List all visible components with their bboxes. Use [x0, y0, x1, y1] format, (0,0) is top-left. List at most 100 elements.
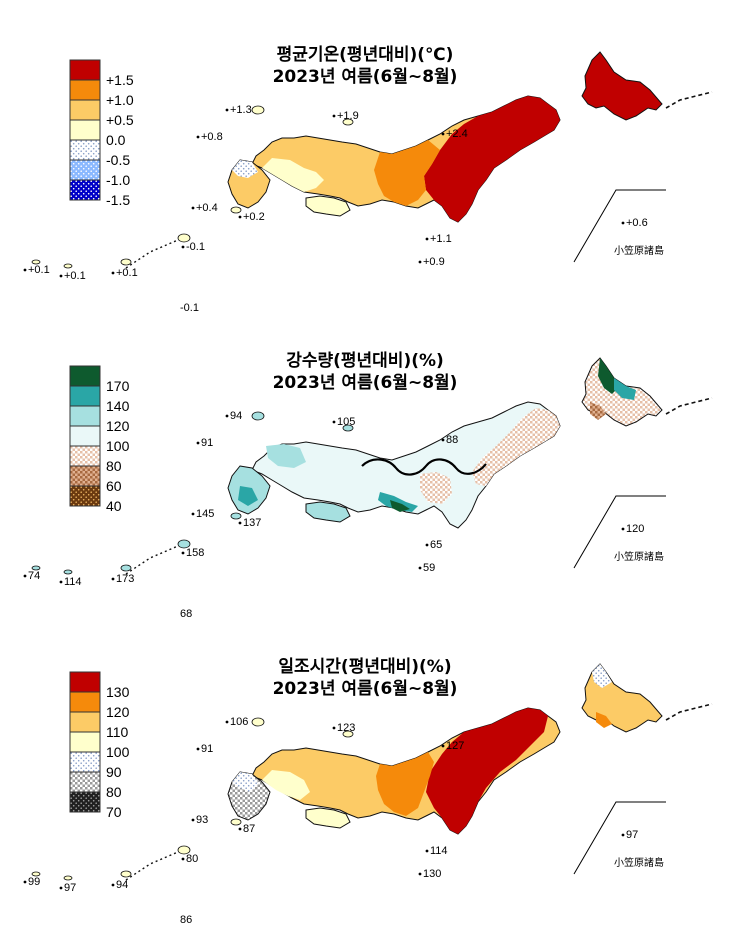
island-6 [31, 259, 41, 265]
legend-label: 140 [106, 398, 130, 414]
station-marker [181, 245, 185, 249]
hokkaido-region [581, 51, 663, 121]
station-value: 114 [430, 845, 448, 857]
station-value: 65 [430, 539, 443, 551]
station-marker [621, 221, 625, 225]
station-marker [238, 521, 242, 525]
kyushu-north-zone [232, 772, 258, 792]
hokkaido-north-zone [592, 664, 612, 688]
legend-swatches [69, 365, 101, 507]
title-line-1: 일조시간(평년대비)(%) [278, 657, 452, 677]
station-marker [191, 512, 195, 516]
station-marker [181, 551, 185, 555]
title-line-2: 2023년 여름(6월~8월) [272, 373, 458, 393]
legend-swatch [69, 751, 101, 773]
legend-label: -1.0 [106, 172, 131, 188]
station-value: 97 [626, 829, 639, 841]
station-value: 105 [337, 416, 356, 428]
island-2 [230, 512, 242, 520]
legend-label: 120 [106, 418, 130, 434]
central-honshu-zone [376, 752, 434, 816]
legend-label: +1.5 [106, 72, 134, 88]
station-marker [418, 260, 422, 264]
west-honshu-zone [262, 158, 324, 192]
legend-swatches [69, 59, 101, 201]
station-value: 158 [186, 547, 205, 559]
island-3 [177, 233, 191, 243]
central-honshu-zone [374, 140, 440, 206]
japan-map [23, 663, 713, 890]
kuril-islands [665, 397, 713, 415]
station-value: 123 [337, 722, 356, 734]
island-1 [342, 118, 354, 126]
station-value: 94 [116, 879, 129, 891]
shikoku-region [305, 195, 351, 217]
honshu-region [251, 401, 561, 529]
island-6 [31, 871, 41, 877]
bonin-islands-label: 小笠原諸島 [614, 858, 664, 869]
legend-swatch [69, 771, 101, 793]
station-marker [441, 132, 445, 136]
tohoku-zone [472, 408, 560, 486]
bonin-islands-label: 小笠原諸島 [614, 552, 664, 563]
station-value: +0.4 [196, 202, 218, 214]
hokkaido-east-zone [614, 378, 636, 400]
station-marker [621, 833, 625, 837]
station-marker [181, 857, 185, 861]
station-value: +0.9 [423, 256, 445, 268]
island-0 [251, 105, 265, 115]
station-value: 68 [180, 608, 193, 620]
station-value: 173 [116, 573, 135, 585]
legend-swatch [69, 139, 101, 161]
station-value: +2.4 [446, 128, 468, 140]
sunshine-panel: 일조시간(평년대비)(%) 2023년 여름(6월~8월) 130 120 110 100… [0, 612, 750, 926]
legend-label: 110 [106, 724, 129, 740]
station-marker [196, 441, 200, 445]
station-value: 80 [186, 853, 199, 865]
panel-title: 강수량(평년대비)(%) 2023년 여름(6월~8월) [200, 350, 530, 394]
bonin-islands-label: 小笠原諸島 [614, 246, 664, 257]
ryukyu-islands [125, 545, 179, 575]
title-line-1: 평균기온(평년대비)(℃) [276, 45, 454, 65]
legend-swatch [69, 385, 101, 407]
japan-map [23, 357, 713, 584]
station-marker [441, 744, 445, 748]
title-line-2: 2023년 여름(6월~8월) [272, 67, 458, 87]
station-value: 99 [28, 876, 41, 888]
station-value: +1.3 [230, 104, 252, 116]
station-value: 74 [28, 570, 41, 582]
station-marker [332, 114, 336, 118]
station-marker [418, 872, 422, 876]
kuril-islands [665, 703, 713, 721]
legend-swatch [69, 731, 101, 753]
station-value: 91 [201, 437, 214, 449]
island-3 [177, 845, 191, 855]
station-value: +0.2 [243, 211, 265, 223]
station-marker [196, 747, 200, 751]
island-0 [251, 411, 265, 421]
station-value: 106 [230, 716, 249, 728]
station-marker [111, 271, 115, 275]
station-value: 59 [423, 562, 436, 574]
legend-label: 80 [106, 458, 122, 474]
station-value: +0.8 [201, 131, 223, 143]
station-marker [59, 886, 63, 890]
station-marker [425, 849, 429, 853]
normal-contour-line [361, 458, 487, 476]
bonin-inset-frame [573, 189, 666, 263]
kyushu-north-zone [232, 160, 258, 178]
panel-title: 평균기온(평년대비)(℃) 2023년 여름(6월~8월) [200, 44, 530, 88]
legend-label: 130 [106, 684, 130, 700]
legend-swatch [69, 671, 101, 693]
legend-swatch [69, 79, 101, 101]
japan-map [23, 51, 713, 278]
station-value: +0.1 [28, 264, 50, 276]
legend-label: 170 [106, 378, 130, 394]
legend-swatch [69, 365, 101, 387]
station-value: +1.1 [430, 233, 452, 245]
station-marker [196, 135, 200, 139]
warm-east-honshu [424, 96, 560, 222]
station-marker [23, 880, 27, 884]
station-marker [238, 827, 242, 831]
legend-label: 60 [106, 478, 122, 494]
